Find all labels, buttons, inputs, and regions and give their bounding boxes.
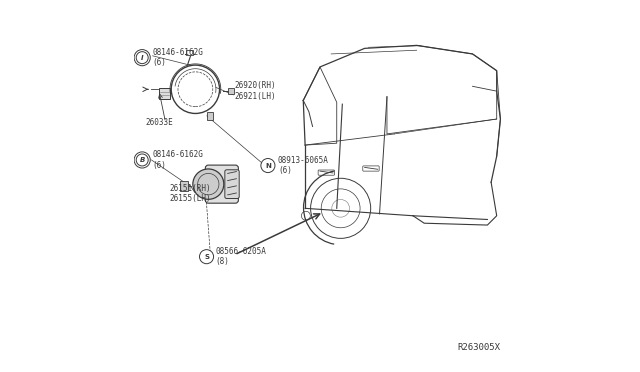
- Text: B: B: [140, 157, 145, 163]
- Text: 26151(RH)
26155(LH): 26151(RH) 26155(LH): [170, 184, 211, 203]
- FancyBboxPatch shape: [207, 112, 213, 120]
- Circle shape: [261, 158, 275, 173]
- FancyBboxPatch shape: [228, 88, 234, 94]
- Text: 08146-6162G
(6): 08146-6162G (6): [152, 150, 203, 170]
- FancyBboxPatch shape: [205, 165, 238, 203]
- Text: 26920(RH)
26921(LH): 26920(RH) 26921(LH): [234, 81, 276, 101]
- Text: S: S: [204, 254, 209, 260]
- Text: 26033E: 26033E: [145, 118, 173, 127]
- Text: 08913-6065A
(6): 08913-6065A (6): [278, 156, 329, 175]
- FancyBboxPatch shape: [225, 170, 239, 199]
- FancyBboxPatch shape: [159, 88, 170, 99]
- Text: 08146-6162G
(6): 08146-6162G (6): [152, 48, 203, 67]
- Ellipse shape: [193, 169, 224, 199]
- Circle shape: [134, 49, 150, 66]
- FancyBboxPatch shape: [186, 50, 193, 55]
- Circle shape: [134, 152, 150, 168]
- Text: 08566-6205A
(8): 08566-6205A (8): [216, 247, 267, 266]
- Circle shape: [200, 250, 214, 264]
- Text: N: N: [265, 163, 271, 169]
- Text: R263005X: R263005X: [458, 343, 500, 352]
- FancyBboxPatch shape: [180, 181, 188, 191]
- Text: I: I: [141, 55, 143, 61]
